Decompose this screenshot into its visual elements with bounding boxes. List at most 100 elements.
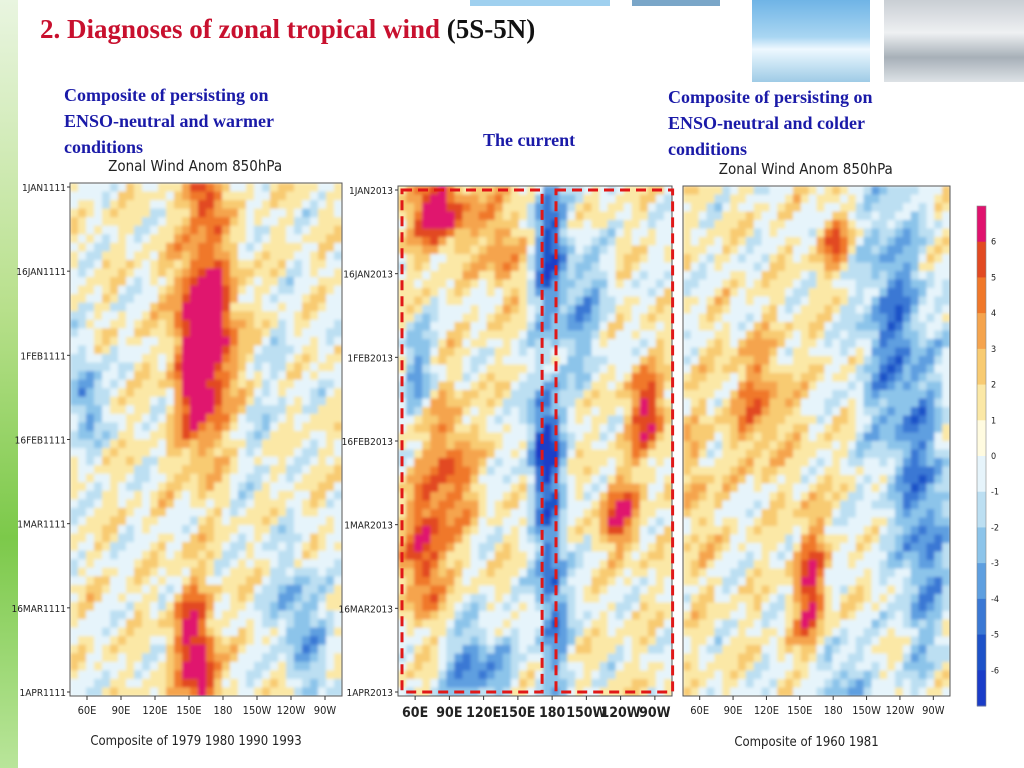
heatmap-cell bbox=[190, 567, 199, 578]
heatmap-cell bbox=[310, 601, 319, 612]
heatmap-cell bbox=[110, 285, 119, 295]
heatmap-cell bbox=[607, 662, 617, 672]
heatmap-cell bbox=[262, 473, 271, 484]
heatmap-cell bbox=[230, 439, 239, 449]
heatmap-cell bbox=[102, 217, 111, 227]
heatmap-cell bbox=[142, 465, 151, 475]
heatmap-cell bbox=[486, 424, 496, 434]
heatmap-cell bbox=[808, 381, 818, 391]
heatmap-cell bbox=[302, 251, 311, 261]
heatmap-cell bbox=[847, 296, 857, 306]
heatmap-cell bbox=[470, 662, 480, 672]
heatmap-cell bbox=[559, 415, 569, 425]
heatmap-cell bbox=[698, 322, 708, 332]
heatmap-cell bbox=[535, 415, 544, 425]
heatmap-cell bbox=[454, 373, 464, 383]
heatmap-cell bbox=[230, 319, 239, 330]
heatmap-cell bbox=[647, 407, 657, 417]
heatmap-cell bbox=[118, 482, 127, 492]
heatmap-cell bbox=[70, 525, 79, 535]
heatmap-cell bbox=[94, 644, 103, 655]
heatmap-cell bbox=[166, 405, 175, 415]
heatmap-cell bbox=[631, 560, 641, 570]
heatmap-cell bbox=[230, 576, 239, 586]
heatmap-cell bbox=[326, 285, 335, 295]
heatmap-cell bbox=[110, 567, 119, 578]
heatmap-cell bbox=[326, 550, 335, 560]
heatmap-cell bbox=[745, 228, 755, 238]
heatmap-cell bbox=[414, 500, 423, 510]
heatmap-cell bbox=[454, 330, 464, 340]
heatmap-cell bbox=[238, 268, 247, 278]
heatmap-cell bbox=[254, 525, 263, 535]
heatmap-cell bbox=[567, 602, 577, 612]
heatmap-cell bbox=[599, 220, 609, 230]
heatmap-cell bbox=[722, 313, 731, 323]
heatmap-cell bbox=[494, 245, 504, 255]
heatmap-cell bbox=[518, 271, 528, 281]
heatmap-cell bbox=[470, 432, 480, 442]
heatmap-cell bbox=[535, 313, 544, 323]
heatmap-cell bbox=[631, 594, 641, 604]
heatmap-cell bbox=[918, 186, 928, 196]
heatmap-cell bbox=[615, 500, 625, 510]
heatmap-cell bbox=[543, 466, 552, 476]
heatmap-cell bbox=[238, 191, 247, 201]
heatmap-cell bbox=[206, 251, 215, 261]
heatmap-cell bbox=[510, 305, 520, 315]
heatmap-cell bbox=[134, 448, 143, 458]
heatmap-cell bbox=[567, 449, 577, 459]
heatmap-cell bbox=[690, 330, 700, 340]
heatmap-cell bbox=[414, 466, 423, 476]
heatmap-cell bbox=[583, 356, 593, 366]
heatmap-cell bbox=[591, 305, 601, 315]
heatmap-cell bbox=[166, 576, 175, 586]
heatmap-cell bbox=[591, 653, 601, 663]
heatmap-cell bbox=[102, 610, 111, 620]
heatmap-cell bbox=[158, 636, 167, 646]
heatmap-cell bbox=[86, 225, 95, 236]
heatmap-cell bbox=[470, 271, 480, 281]
heatmap-cell bbox=[86, 542, 95, 552]
heatmap-cell bbox=[414, 373, 423, 383]
heatmap-cell bbox=[78, 439, 87, 449]
heatmap-cell bbox=[526, 534, 536, 544]
heatmap-cell bbox=[278, 490, 287, 501]
heatmap-cell bbox=[655, 611, 665, 621]
heatmap-cell bbox=[494, 398, 504, 408]
heatmap-cell bbox=[535, 611, 544, 621]
heatmap-cell bbox=[302, 208, 311, 218]
heatmap-cell bbox=[510, 347, 520, 357]
heatmap-cell bbox=[832, 271, 841, 281]
heatmap-cell bbox=[722, 211, 731, 221]
heatmap-cell bbox=[526, 551, 536, 561]
heatmap-cell bbox=[510, 322, 520, 332]
heatmap-cell bbox=[86, 490, 95, 501]
heatmap-cell bbox=[623, 458, 633, 468]
heatmap-cell bbox=[840, 313, 849, 323]
heatmap-cell bbox=[510, 560, 520, 570]
heatmap-cell bbox=[302, 533, 311, 543]
heatmap-cell bbox=[222, 490, 231, 501]
heatmap-cell bbox=[182, 200, 191, 210]
heatmap-cell bbox=[559, 645, 569, 655]
heatmap-cell bbox=[94, 439, 103, 449]
heatmap-cell bbox=[462, 364, 472, 374]
heatmap-cell bbox=[871, 347, 881, 357]
heatmap-cell bbox=[494, 432, 504, 442]
heatmap-cell bbox=[559, 636, 569, 646]
heatmap-cell bbox=[478, 390, 488, 400]
heatmap-cell bbox=[722, 330, 731, 340]
heatmap-cell bbox=[647, 271, 657, 281]
heatmap-cell bbox=[942, 220, 950, 230]
heatmap-cell bbox=[623, 585, 633, 595]
heatmap-cell bbox=[510, 509, 520, 519]
heatmap-cell bbox=[753, 305, 763, 315]
heatmap-cell bbox=[486, 398, 496, 408]
heatmap-cell bbox=[86, 388, 95, 398]
heatmap-cell bbox=[753, 186, 763, 196]
heatmap-cell bbox=[70, 507, 79, 518]
heatmap-cell bbox=[575, 203, 585, 213]
heatmap-cell bbox=[855, 322, 865, 332]
heatmap-cell bbox=[86, 183, 95, 193]
